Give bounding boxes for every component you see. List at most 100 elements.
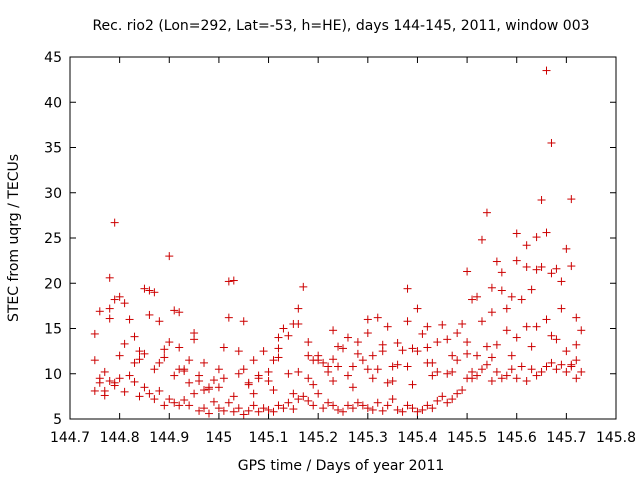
data-point bbox=[190, 335, 199, 344]
x-tick-label: 145.6 bbox=[497, 430, 537, 446]
data-point bbox=[274, 333, 283, 342]
data-point bbox=[200, 386, 209, 395]
data-point bbox=[497, 268, 506, 277]
data-point bbox=[502, 304, 511, 313]
data-point bbox=[552, 365, 561, 374]
data-point bbox=[542, 228, 551, 237]
data-point bbox=[418, 405, 427, 414]
data-point bbox=[413, 347, 422, 356]
data-point bbox=[165, 395, 174, 404]
data-point bbox=[368, 405, 377, 414]
data-point bbox=[552, 335, 561, 344]
x-tick-label: 145.4 bbox=[397, 430, 437, 446]
y-axis-label: STEC from uqrg / TECUs bbox=[6, 154, 22, 322]
data-point bbox=[284, 398, 293, 407]
x-tick-label: 145.7 bbox=[546, 430, 586, 446]
data-point bbox=[497, 286, 506, 295]
data-point bbox=[259, 347, 268, 356]
data-point bbox=[214, 383, 223, 392]
x-axis: 144.7 144.8 144.9 145 145.1 145.2 145.3 145.4 14… bbox=[50, 57, 636, 446]
y-tick-label: 35 bbox=[44, 141, 62, 157]
data-point bbox=[140, 383, 149, 392]
data-point bbox=[403, 284, 412, 293]
chart-title: Rec. rio2 (Lon=292, Lat=-53, h=HE), days… bbox=[92, 18, 589, 34]
data-point bbox=[125, 315, 134, 324]
x-tick-label: 145.1 bbox=[248, 430, 288, 446]
data-point bbox=[368, 374, 377, 383]
data-point bbox=[294, 395, 303, 404]
data-point bbox=[170, 306, 179, 315]
data-point bbox=[269, 356, 278, 365]
data-point bbox=[304, 396, 313, 405]
data-point bbox=[339, 344, 347, 353]
data-point bbox=[160, 345, 169, 354]
data-point bbox=[492, 257, 501, 266]
data-point bbox=[329, 376, 338, 385]
x-tick-label: 144.7 bbox=[50, 430, 90, 446]
data-point bbox=[294, 304, 303, 313]
data-point bbox=[343, 371, 352, 380]
data-point bbox=[110, 218, 119, 227]
x-axis-label: GPS time / Days of year 2011 bbox=[238, 458, 445, 474]
data-point bbox=[428, 404, 437, 413]
data-point bbox=[160, 401, 169, 410]
data-point bbox=[463, 349, 472, 358]
data-point bbox=[115, 292, 124, 301]
data-point bbox=[95, 374, 104, 383]
data-point bbox=[383, 378, 392, 387]
data-point bbox=[304, 374, 313, 383]
data-point bbox=[150, 365, 159, 374]
y-axis: 5 10 15 20 25 30 35 40 45 bbox=[44, 50, 616, 428]
data-point bbox=[353, 338, 362, 347]
y-tick-label: 20 bbox=[44, 276, 62, 292]
data-point bbox=[229, 407, 238, 416]
data-point bbox=[140, 349, 149, 358]
data-point bbox=[408, 344, 417, 353]
data-point bbox=[274, 401, 283, 410]
data-point bbox=[487, 376, 496, 385]
data-point bbox=[453, 329, 462, 338]
data-point bbox=[214, 404, 223, 413]
data-point bbox=[314, 389, 323, 398]
data-point bbox=[329, 401, 338, 410]
data-point bbox=[532, 322, 541, 331]
data-point bbox=[249, 389, 258, 398]
data-point bbox=[284, 331, 293, 340]
data-point bbox=[522, 322, 531, 331]
data-point bbox=[507, 365, 516, 374]
data-point bbox=[388, 376, 397, 385]
data-point bbox=[145, 389, 154, 398]
data-point bbox=[115, 374, 124, 383]
data-point bbox=[463, 267, 472, 276]
data-point bbox=[423, 322, 432, 331]
data-point bbox=[473, 351, 482, 360]
y-tick-label: 30 bbox=[44, 186, 62, 202]
data-point bbox=[577, 367, 586, 376]
data-point bbox=[284, 369, 293, 378]
data-point bbox=[487, 283, 496, 292]
data-point bbox=[363, 365, 372, 374]
data-point bbox=[473, 292, 482, 301]
x-tick-label: 145.5 bbox=[447, 430, 487, 446]
data-point bbox=[239, 317, 248, 326]
data-point bbox=[373, 313, 382, 322]
data-point bbox=[353, 349, 362, 358]
data-point bbox=[388, 362, 397, 371]
data-point bbox=[403, 401, 412, 410]
data-point bbox=[492, 340, 501, 349]
data-point bbox=[175, 343, 184, 352]
data-point bbox=[185, 378, 194, 387]
data-point bbox=[443, 398, 452, 407]
data-point bbox=[289, 405, 298, 414]
data-point bbox=[507, 292, 516, 301]
data-point bbox=[468, 374, 477, 383]
data-point bbox=[448, 367, 457, 376]
data-point bbox=[363, 315, 372, 324]
data-point bbox=[358, 401, 367, 410]
data-point bbox=[423, 343, 432, 352]
data-point bbox=[95, 307, 104, 316]
data-point bbox=[294, 319, 303, 328]
data-point bbox=[100, 367, 109, 376]
data-point bbox=[378, 406, 387, 415]
data-point bbox=[204, 409, 213, 418]
